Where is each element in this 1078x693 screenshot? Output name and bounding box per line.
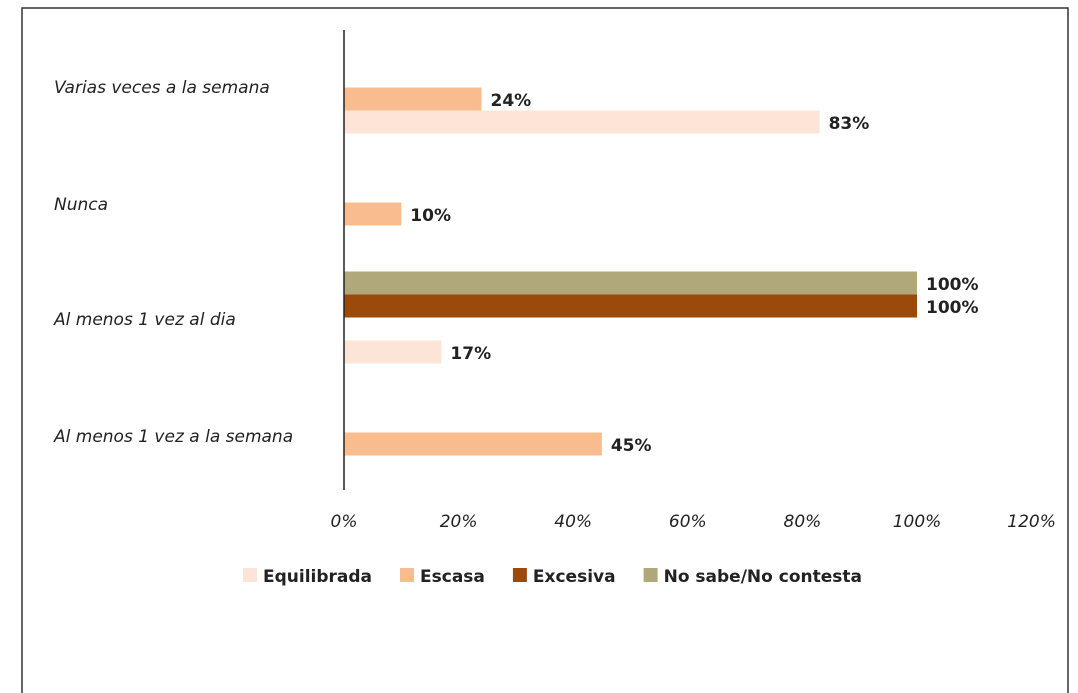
legend-swatch <box>400 568 415 582</box>
category-label: Al menos 1 vez a la semana <box>53 427 293 447</box>
x-tick-label: 120% <box>1007 512 1056 532</box>
bar <box>344 87 482 111</box>
value-label: 17% <box>450 344 491 364</box>
legend-label: Equilibrada <box>263 567 372 587</box>
x-tick-label: 0% <box>331 512 358 532</box>
bar <box>344 340 442 364</box>
category-label: Al menos 1 vez al dia <box>53 310 236 330</box>
x-tick-label: 100% <box>893 512 942 532</box>
value-label: 24% <box>491 91 532 111</box>
bar <box>344 110 820 134</box>
legend-label: Escasa <box>420 567 485 587</box>
bar <box>344 271 917 295</box>
value-label: 10% <box>410 206 451 226</box>
category-label: Nunca <box>54 195 108 215</box>
legend-swatch <box>643 568 658 582</box>
x-tick-label: 20% <box>440 512 478 532</box>
legend-label: No sabe/No contesta <box>664 567 862 587</box>
x-tick-label: 40% <box>554 512 592 532</box>
legend-swatch <box>243 568 257 582</box>
bar <box>344 294 917 318</box>
legend-swatch <box>512 568 527 582</box>
value-label: 100% <box>926 275 979 295</box>
bar <box>344 432 602 456</box>
bar <box>344 202 402 226</box>
legend-label: Excesiva <box>533 567 616 587</box>
value-label: 45% <box>611 436 652 456</box>
x-tick-label: 80% <box>784 512 822 532</box>
category-label: Varias veces a la semana <box>54 78 270 98</box>
x-tick-label: 60% <box>669 512 707 532</box>
value-label: 100% <box>926 298 979 318</box>
value-label: 83% <box>829 114 870 134</box>
